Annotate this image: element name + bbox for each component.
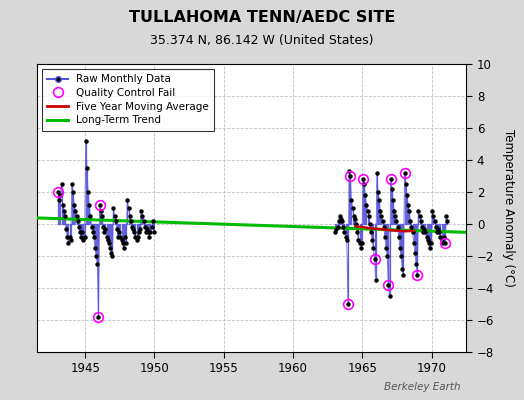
Y-axis label: Temperature Anomaly (°C): Temperature Anomaly (°C) — [502, 129, 515, 287]
Text: Berkeley Earth: Berkeley Earth — [385, 382, 461, 392]
Legend: Raw Monthly Data, Quality Control Fail, Five Year Moving Average, Long-Term Tren: Raw Monthly Data, Quality Control Fail, … — [42, 69, 214, 130]
Text: 35.374 N, 86.142 W (United States): 35.374 N, 86.142 W (United States) — [150, 34, 374, 47]
Text: TULLAHOMA TENN/AEDC SITE: TULLAHOMA TENN/AEDC SITE — [129, 10, 395, 25]
